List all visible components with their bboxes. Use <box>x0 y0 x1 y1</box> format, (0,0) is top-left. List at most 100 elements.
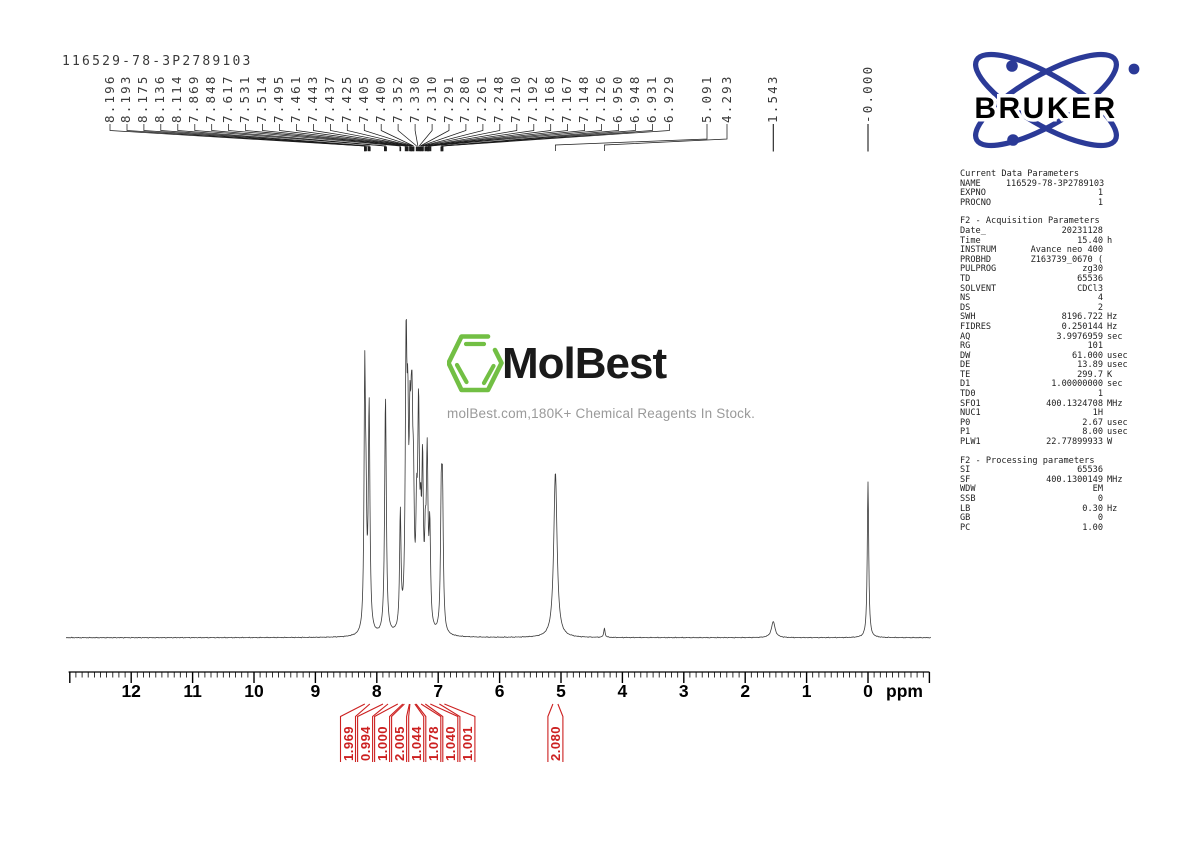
peak-shift-label: 8.136 <box>152 74 168 123</box>
peak-shift-label: 7.514 <box>254 74 270 123</box>
peak-shift-label: 7.425 <box>338 74 354 123</box>
integral-value-label: 1.044 <box>408 725 424 761</box>
peak-shift-label: 7.168 <box>542 74 558 123</box>
spectrum-trace <box>66 319 931 639</box>
param-unit <box>1103 199 1134 209</box>
param-name: FIDRES <box>960 321 992 332</box>
param-unit: MHz <box>1107 398 1123 409</box>
axis-tick-label: 8 <box>371 681 382 701</box>
peak-shift-label: 7.261 <box>474 74 490 123</box>
param-value: 2.67 <box>1082 417 1103 428</box>
param-row: TD0 1 <box>960 389 1134 400</box>
param-row: D1 1.00000000 sec <box>960 380 1134 390</box>
param-name: LB <box>960 503 971 514</box>
param-name: NUC1 <box>960 408 981 419</box>
peak-shift-label: 8.175 <box>135 74 151 123</box>
param-value: 1 <box>1097 197 1103 208</box>
param-name: PC <box>960 522 971 533</box>
peak-shift-label: 6.929 <box>660 74 676 123</box>
axis-tick-label: 3 <box>678 681 689 701</box>
integral-value-label: 0.994 <box>357 725 373 761</box>
param-unit <box>1103 275 1134 285</box>
param-row: DW 61.000 usec <box>960 350 1134 362</box>
peak-shift-label: 6.950 <box>610 74 625 123</box>
param-row: FIDRES 0.250144 Hz <box>960 321 1134 333</box>
param-value: zg30 <box>1082 264 1103 275</box>
param-unit: Hz <box>1107 321 1118 332</box>
peak-shift-label: 1.543 <box>764 74 780 123</box>
axis-tick-label: 12 <box>121 681 141 701</box>
param-value: 8.00 <box>1082 427 1103 438</box>
param-value: 101 <box>1087 341 1103 352</box>
peak-shift-label: 7.848 <box>203 74 219 123</box>
param-row: P0 2.67 usec <box>960 417 1134 429</box>
param-row: GB 0 <box>960 514 1134 524</box>
param-value: 0.30 <box>1082 503 1103 514</box>
param-name: NS <box>960 293 971 304</box>
param-name: SF <box>960 474 971 485</box>
param-row: PROBHD Z163739_0670 ( <box>960 254 1134 266</box>
param-value: 400.1300149 <box>1046 474 1103 485</box>
parameters-panel: Current Data Parameters NAME 116529-78-3P2… <box>960 169 1134 533</box>
param-unit: K <box>1107 369 1113 380</box>
param-row: TD 65536 <box>960 273 1134 285</box>
integral-value-label: 1.969 <box>340 725 356 761</box>
param-name: INSTRUM <box>960 245 997 256</box>
param-value: 1.00 <box>1082 522 1103 533</box>
param-name: NAME <box>960 178 981 189</box>
param-row: NUC1 1H <box>960 409 1134 419</box>
param-name: AQ <box>960 331 971 342</box>
param-value: 1.00000000 <box>1051 379 1103 390</box>
param-name: TE <box>960 369 971 380</box>
param-unit <box>1103 265 1134 275</box>
param-value: 0 <box>1097 494 1103 504</box>
param-name: Time <box>960 235 981 246</box>
param-value: 299.7 <box>1077 369 1103 380</box>
peak-shift-label: 7.443 <box>304 74 320 123</box>
param-name: SOLVENT <box>960 283 997 294</box>
param-row: SF 400.1300149 MHz <box>960 474 1134 486</box>
param-name: DW <box>960 350 971 361</box>
param-value: 8196.722 <box>1061 312 1103 323</box>
peak-shift-label: 6.931 <box>643 74 659 123</box>
param-row: DE 13.89 usec <box>960 361 1134 371</box>
param-section-header: F2 - Processing parameters <box>960 455 1095 466</box>
param-section-header: Current Data Parameters <box>960 169 1079 179</box>
param-value: 3.9976959 <box>1056 331 1103 342</box>
peak-shift-label: -0.000 <box>859 64 875 123</box>
integral-value-label: 1.001 <box>459 725 475 761</box>
param-unit: usec <box>1107 350 1128 361</box>
param-name: TD <box>960 273 971 284</box>
param-name: D1 <box>960 379 971 390</box>
param-value: 400.1324708 <box>1046 398 1103 409</box>
sample-id-title: 116529-78-3P2789103 <box>62 54 253 69</box>
param-unit: usec <box>1107 427 1128 438</box>
param-unit <box>1103 246 1134 256</box>
peak-shift-label: 7.495 <box>271 74 286 123</box>
param-name: TD0 <box>960 389 976 400</box>
param-value: Z163739_0670 ( <box>1030 254 1103 265</box>
param-row: P1 8.00 usec <box>960 428 1134 438</box>
peak-shift-label: 8.114 <box>169 74 185 123</box>
param-row: SWH 8196.722 Hz <box>960 313 1134 323</box>
bruker-orbit-icon: BRUKER <box>971 51 1140 149</box>
param-value: 1 <box>1097 389 1103 400</box>
param-unit <box>1103 294 1134 304</box>
param-unit <box>1103 189 1134 199</box>
bruker-brand-text: BRUKER <box>974 92 1117 125</box>
param-value: Avance neo 400 <box>1030 245 1103 256</box>
param-row: DS 2 <box>960 302 1134 314</box>
axis-unit-label: ppm <box>886 681 923 701</box>
peak-shift-label: 8.193 <box>118 74 134 123</box>
peak-shift-label: 7.330 <box>406 74 422 123</box>
param-value: 2 <box>1097 302 1103 313</box>
param-value: 1 <box>1097 188 1103 199</box>
param-unit: sec <box>1107 379 1123 390</box>
param-name: GB <box>960 513 971 524</box>
peak-shift-label: 6.948 <box>626 74 642 123</box>
param-row: RG 101 <box>960 341 1134 352</box>
peak-shift-label: 7.531 <box>237 74 253 123</box>
param-unit: usec <box>1107 417 1128 428</box>
bruker-logo: BRUKER <box>948 50 1144 152</box>
